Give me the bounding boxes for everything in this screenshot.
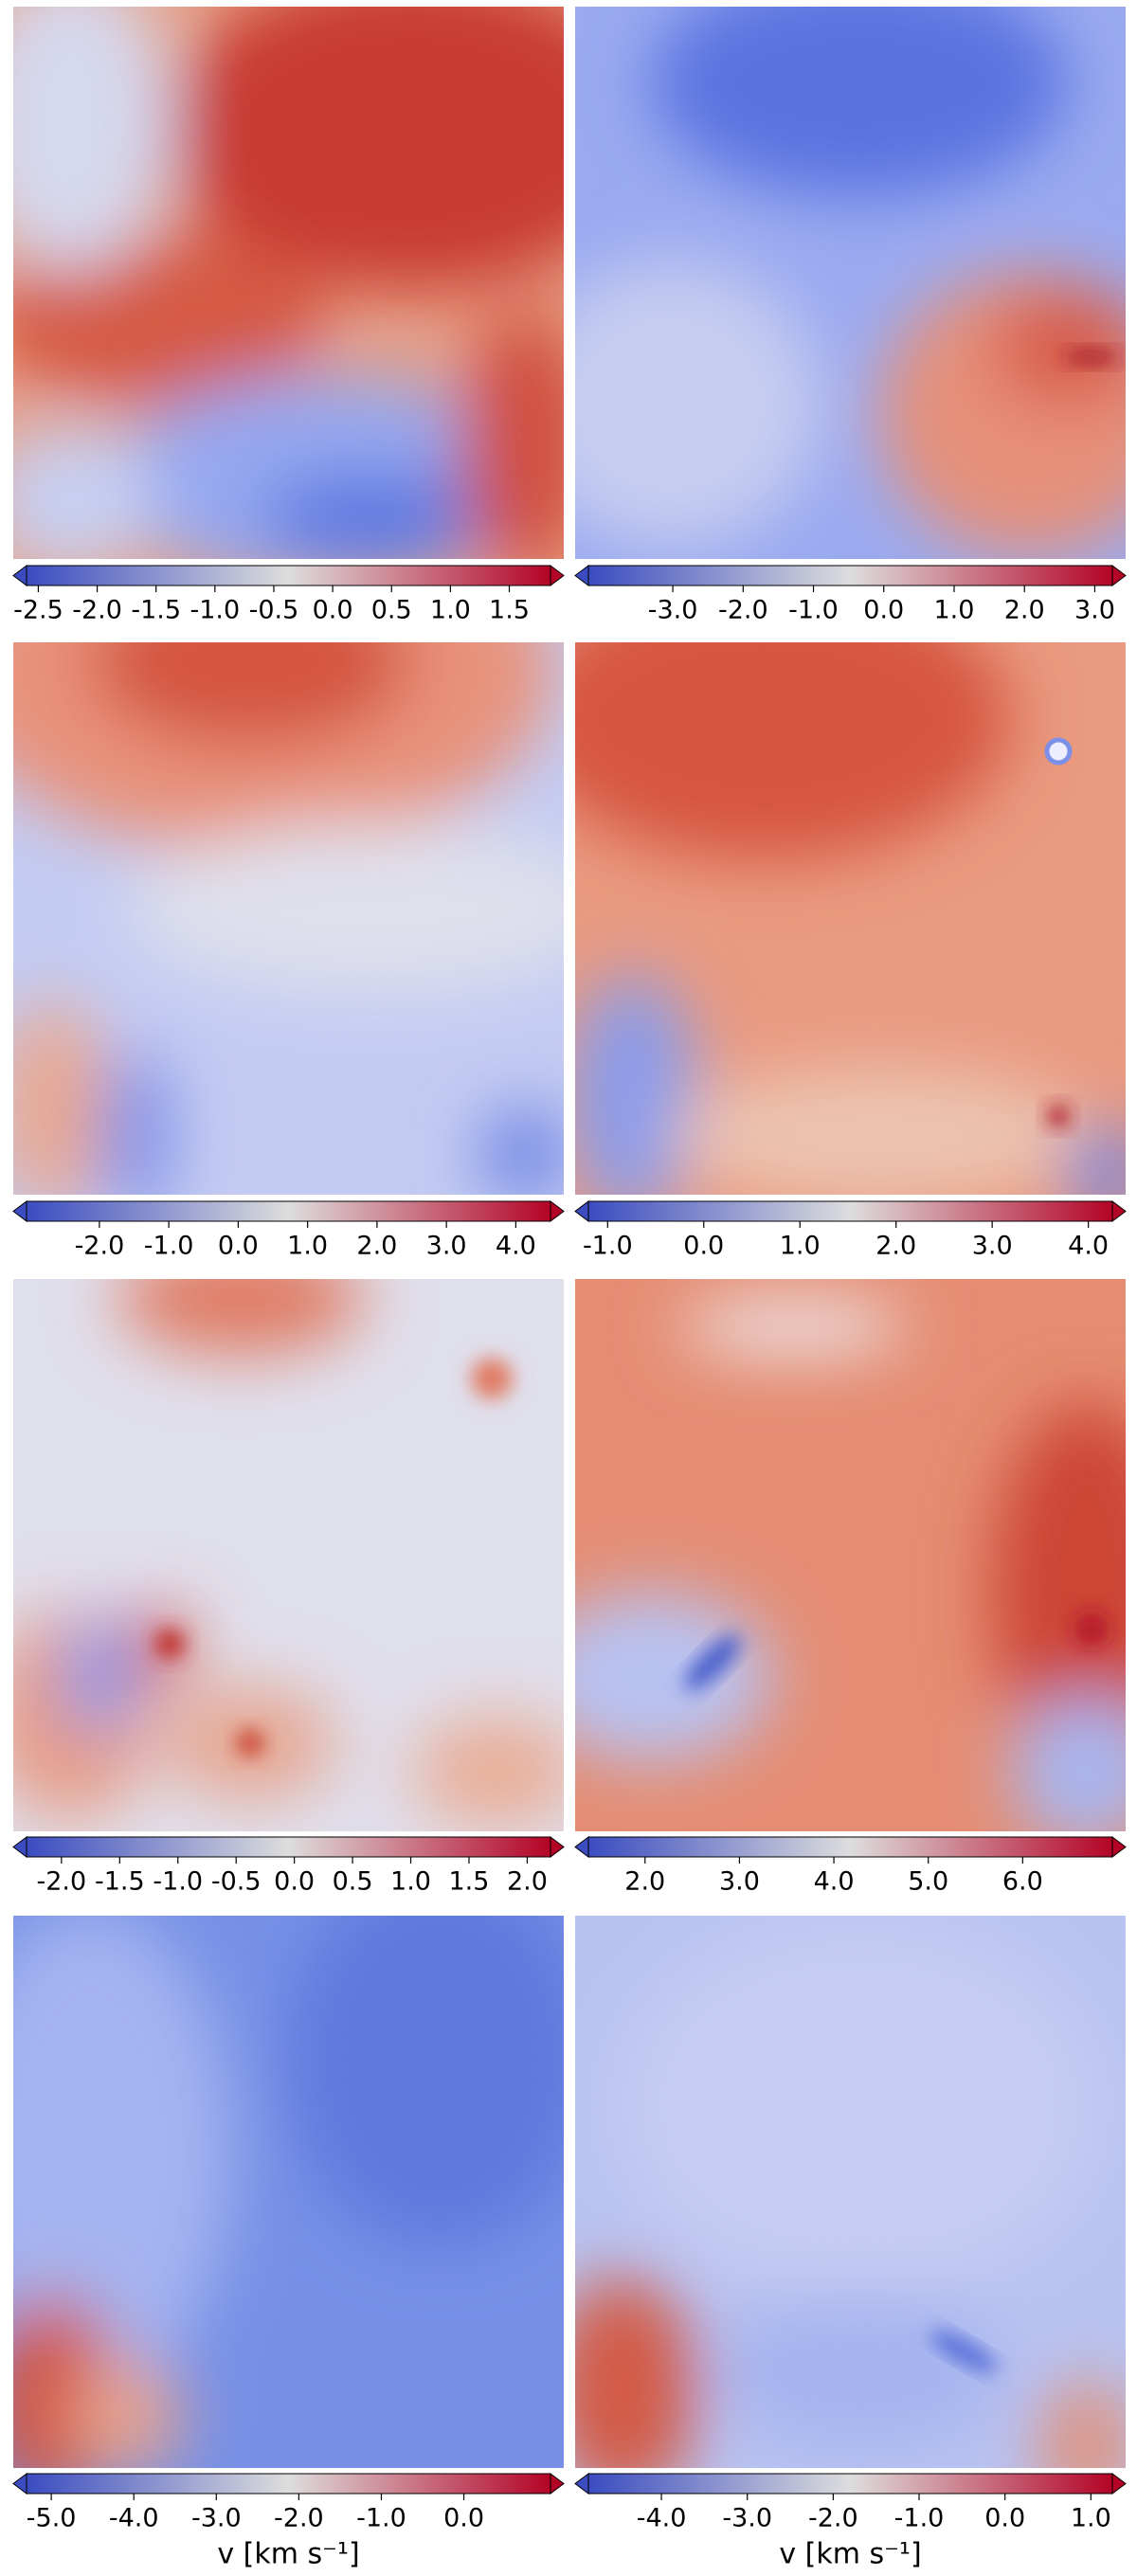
- colorbar-tick-label: -2.0: [274, 2504, 324, 2533]
- colorbar: [27, 1201, 550, 1221]
- colorbar-tick-label: -1.0: [356, 2504, 406, 2533]
- colorbar-frame: [587, 1200, 1113, 1222]
- colorbar: [588, 1201, 1112, 1221]
- colorbar-tick-label: -5.0: [27, 2504, 77, 2533]
- colorbar-extend: [12, 2473, 27, 2495]
- colorbar-extend: [550, 1200, 565, 1222]
- colorbar-tick-label: -2.0: [75, 1232, 125, 1261]
- colorbar: [588, 566, 1112, 585]
- colorbar-tick-label: 2.0: [356, 1232, 397, 1261]
- colorbar-tick-label: 3.0: [719, 1867, 760, 1897]
- colorbar-tick-label: 1.0: [390, 1867, 431, 1897]
- colorbar-tick-label: 1.0: [1071, 2504, 1111, 2533]
- colorbar-frame: [26, 1200, 551, 1222]
- colorbar-tick-label: 0.5: [333, 1867, 373, 1897]
- colorbar-tick-label: 5.0: [908, 1867, 948, 1897]
- colorbar-tick-label: 0.5: [371, 596, 412, 625]
- colorbar-tick-label: 0.0: [443, 2504, 484, 2533]
- colorbar-extend: [12, 1200, 27, 1222]
- colorbar-tick-label: -2.5: [13, 596, 63, 625]
- colorbar-tick-label: 2.0: [624, 1867, 665, 1897]
- colorbar-tick-label: 1.0: [430, 596, 471, 625]
- colorbar: [27, 2474, 550, 2494]
- colorbar-tick-label: -1.5: [131, 596, 181, 625]
- colorbar-extend: [12, 1836, 27, 1858]
- colorbar-extend: [1111, 1836, 1127, 1858]
- colorbar-tick-label: 3.0: [1074, 596, 1115, 625]
- colorbar-tick-label: -1.0: [153, 1867, 203, 1897]
- colorbar-tick-label: 0.0: [863, 596, 904, 625]
- colorbar: [27, 566, 550, 585]
- colorbar-label: v [km s⁻¹]: [217, 2538, 359, 2571]
- colorbar-tick-label: -1.5: [95, 1867, 145, 1897]
- colorbar-tick-label: 2.0: [875, 1232, 916, 1261]
- colorbar-tick-label: 4.0: [496, 1232, 536, 1261]
- colorbar-tick-label: 2.0: [1004, 596, 1045, 625]
- colorbar-extend: [574, 1836, 589, 1858]
- colorbar-extend: [1111, 2473, 1127, 2495]
- colorbar-frame: [26, 565, 551, 586]
- colorbar: [27, 1837, 550, 1857]
- colorbar-frame: [587, 1836, 1113, 1858]
- colorbar-extend: [1111, 565, 1127, 586]
- colorbar-tick-label: -1.0: [144, 1232, 194, 1261]
- colorbar-tick-label: 3.0: [972, 1232, 1013, 1261]
- map-image: [575, 1279, 1126, 1831]
- colorbar-tick-label: 1.0: [287, 1232, 328, 1261]
- colorbar-tick-label: 1.5: [489, 596, 530, 625]
- colorbar-frame: [26, 2473, 551, 2495]
- colorbar-tick-label: 2.0: [507, 1867, 548, 1897]
- colorbar-tick-label: -1.0: [788, 596, 839, 625]
- colorbar-tick-label: -2.0: [718, 596, 768, 625]
- colorbar-tick-label: 0.0: [683, 1232, 724, 1261]
- map-image: [575, 1916, 1126, 2468]
- colorbar-tick-label: 4.0: [814, 1867, 855, 1897]
- colorbar-tick-label: 6.0: [1002, 1867, 1043, 1897]
- colorbar-extend: [574, 1200, 589, 1222]
- colorbar-tick-label: 1.0: [934, 596, 975, 625]
- map-image: [13, 1916, 564, 2468]
- colorbar-tick-label: -1.0: [894, 2504, 945, 2533]
- colorbar-extend: [12, 565, 27, 586]
- map-image: [13, 1279, 564, 1831]
- colorbar-tick-label: -1.0: [190, 596, 240, 625]
- colorbar-tick-label: 1.5: [449, 1867, 490, 1897]
- map-image: [575, 7, 1126, 559]
- colorbar-tick-label: -2.0: [808, 2504, 858, 2533]
- colorbar-extend: [574, 565, 589, 586]
- colorbar-label: v [km s⁻¹]: [779, 2538, 921, 2571]
- colorbar-tick-label: 3.0: [426, 1232, 467, 1261]
- colorbar-tick-label: -2.0: [37, 1867, 87, 1897]
- colorbar-extend: [550, 1836, 565, 1858]
- colorbar-tick-label: -3.0: [191, 2504, 242, 2533]
- colorbar-tick-label: -3.0: [648, 596, 698, 625]
- colorbar-tick-label: 0.0: [218, 1232, 259, 1261]
- colorbar-tick-label: -1.0: [583, 1232, 633, 1261]
- colorbar: [588, 1837, 1112, 1857]
- colorbar-tick-label: 0.0: [313, 596, 353, 625]
- colorbar-extend: [1111, 1200, 1127, 1222]
- map-image: [13, 7, 564, 559]
- colorbar-tick-label: 0.0: [274, 1867, 315, 1897]
- colorbar-tick-label: -2.0: [72, 596, 122, 625]
- colorbar-frame: [587, 565, 1113, 586]
- colorbar-extend: [550, 565, 565, 586]
- colorbar-frame: [26, 1836, 551, 1858]
- colorbar-tick-label: -4.0: [637, 2504, 687, 2533]
- colorbar-tick-label: -0.5: [249, 596, 299, 625]
- colorbar-tick-label: 0.0: [984, 2504, 1025, 2533]
- colorbar-tick-label: 4.0: [1068, 1232, 1109, 1261]
- colorbar-extend: [574, 2473, 589, 2495]
- colorbar-tick-label: -3.0: [722, 2504, 772, 2533]
- colorbar-tick-label: 1.0: [780, 1232, 821, 1261]
- colorbar-tick-label: -0.5: [211, 1867, 262, 1897]
- colorbar-frame: [587, 2473, 1113, 2495]
- map-image: [13, 642, 564, 1195]
- colorbar-extend: [550, 2473, 565, 2495]
- colorbar-tick-label: -4.0: [109, 2504, 159, 2533]
- colorbar: [588, 2474, 1112, 2494]
- map-image: [575, 642, 1126, 1195]
